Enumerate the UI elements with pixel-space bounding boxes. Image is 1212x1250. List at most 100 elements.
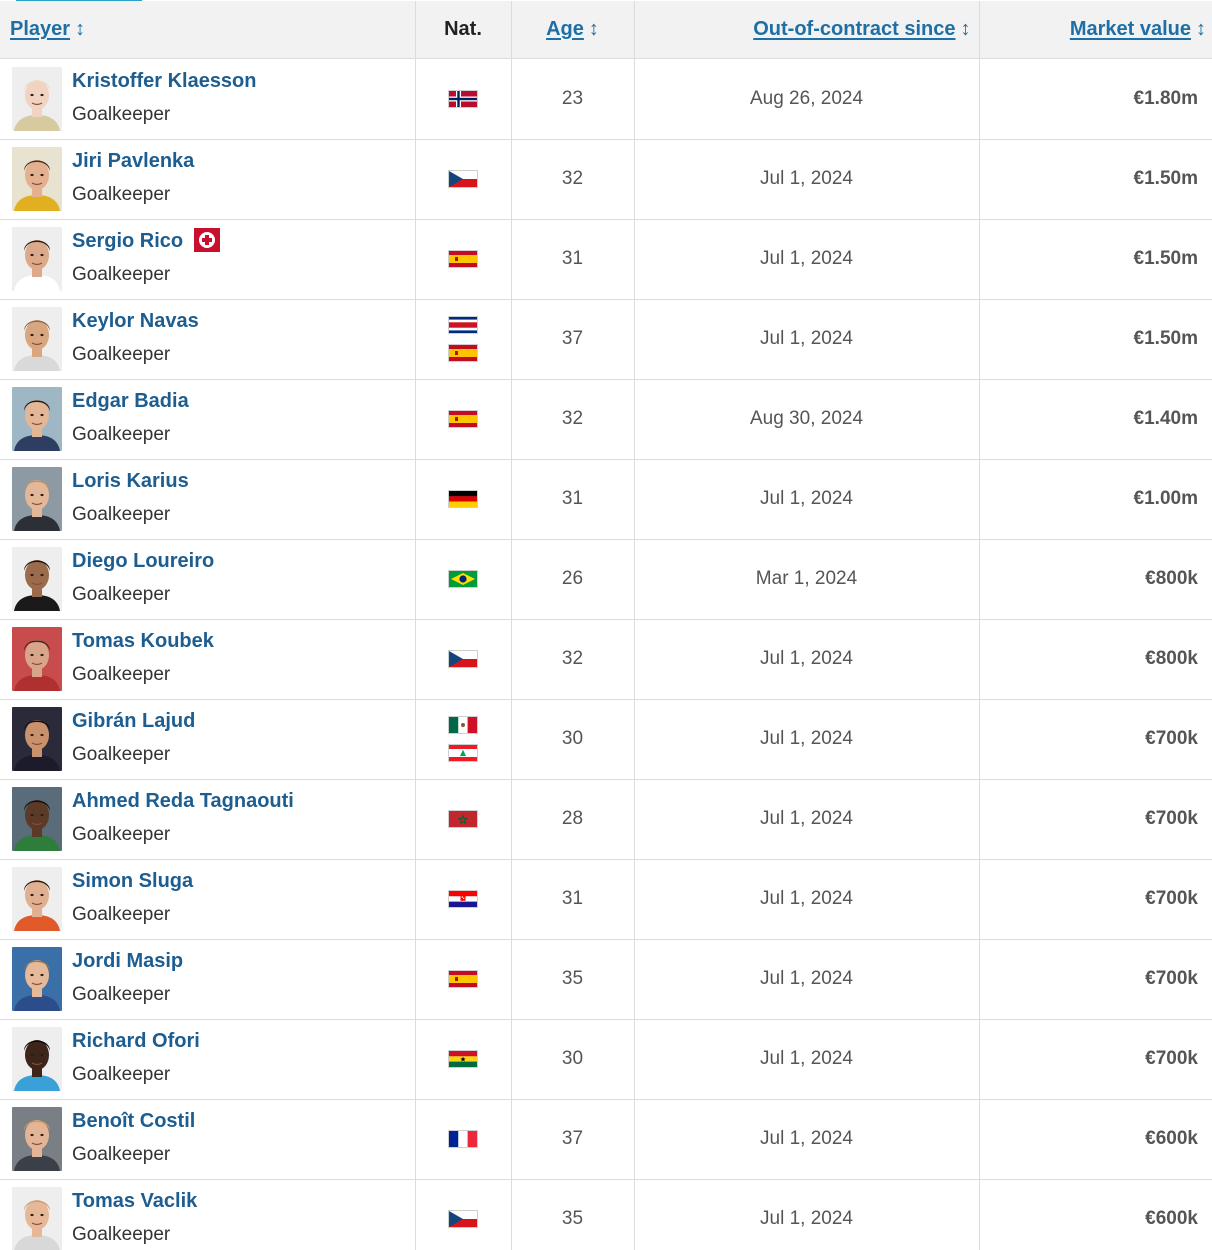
table-row: Edgar Badia Goalkeeper 32 Aug 30, 2024 €… bbox=[0, 378, 1212, 460]
player-cell: Simon Sluga Goalkeeper bbox=[0, 858, 416, 940]
player-photo[interactable] bbox=[12, 307, 62, 371]
spain-flag-icon bbox=[448, 250, 478, 268]
player-name-link[interactable]: Tomas Vaclik bbox=[72, 1190, 198, 1212]
player-photo[interactable] bbox=[12, 787, 62, 851]
player-photo[interactable] bbox=[12, 387, 62, 451]
player-position: Goalkeeper bbox=[72, 344, 171, 365]
player-photo[interactable] bbox=[12, 1027, 62, 1091]
table-row: Kristoffer Klaesson Goalkeeper 23 Aug 26… bbox=[0, 57, 1212, 140]
market-value-cell: €1.40m bbox=[978, 378, 1212, 460]
column-header-age: Age ↕ bbox=[510, 1, 635, 59]
player-name-link[interactable]: Jiri Pavlenka bbox=[72, 150, 195, 172]
table-header-row: Player ↕ Nat. Age ↕ Out-of-contract since ↕… bbox=[0, 1, 1212, 59]
sort-icon[interactable]: ↕ bbox=[588, 17, 599, 40]
player-photo[interactable] bbox=[12, 227, 62, 291]
out-of-contract-cell: Jul 1, 2024 bbox=[633, 698, 980, 780]
out-of-contract-cell: Jul 1, 2024 bbox=[633, 138, 980, 220]
table-row: Sergio Rico Goalkeeper 31 Jul 1, 2024 €1… bbox=[0, 218, 1212, 300]
player-photo[interactable] bbox=[12, 627, 62, 691]
czech-flag-icon bbox=[448, 1210, 478, 1228]
nationality-cell bbox=[414, 538, 512, 620]
column-header-since: Out-of-contract since ↕ bbox=[633, 1, 980, 59]
spain-flag-icon bbox=[448, 410, 478, 428]
croatia-flag-icon bbox=[448, 890, 478, 908]
player-cell: Loris Karius Goalkeeper bbox=[0, 458, 416, 540]
sort-icon[interactable]: ↕ bbox=[75, 17, 86, 40]
sort-icon[interactable]: ↕ bbox=[1196, 17, 1206, 40]
table-row: Tomas Vaclik Goalkeeper 35 Jul 1, 2024 €… bbox=[0, 1178, 1212, 1250]
player-cell: Benoît Costil Goalkeeper bbox=[0, 1098, 416, 1180]
player-photo[interactable] bbox=[12, 147, 62, 211]
player-photo[interactable] bbox=[12, 707, 62, 771]
age-cell: 32 bbox=[510, 618, 635, 700]
player-position: Goalkeeper bbox=[72, 744, 171, 765]
norway-flag-icon bbox=[448, 89, 478, 108]
player-cell: Tomas Koubek Goalkeeper bbox=[0, 618, 416, 700]
age-cell: 31 bbox=[510, 458, 635, 540]
out-of-contract-cell: Jul 1, 2024 bbox=[633, 1018, 980, 1100]
age-cell: 28 bbox=[510, 778, 635, 860]
spain-flag-icon bbox=[448, 344, 478, 362]
out-of-contract-cell: Jul 1, 2024 bbox=[633, 1178, 980, 1250]
player-photo[interactable] bbox=[12, 947, 62, 1011]
player-cell: Keylor Navas Goalkeeper bbox=[0, 298, 416, 380]
nationality-cell bbox=[414, 938, 512, 1020]
player-photo[interactable] bbox=[12, 66, 62, 131]
age-cell: 35 bbox=[510, 938, 635, 1020]
player-name-link[interactable]: Ahmed Reda Tagnaouti bbox=[72, 790, 294, 812]
player-name-link[interactable]: Jordi Masip bbox=[72, 950, 184, 972]
out-of-contract-cell: Jul 1, 2024 bbox=[633, 458, 980, 540]
player-name-link[interactable]: Edgar Badia bbox=[72, 390, 189, 412]
nationality-cell bbox=[414, 1018, 512, 1100]
market-value-cell: €1.00m bbox=[978, 458, 1212, 540]
player-cell: Ahmed Reda Tagnaouti Goalkeeper bbox=[0, 778, 416, 860]
sort-icon[interactable]: ↕ bbox=[960, 17, 971, 40]
nationality-cell bbox=[414, 778, 512, 860]
nationality-cell bbox=[414, 1178, 512, 1250]
age-cell: 35 bbox=[510, 1178, 635, 1250]
age-cell: 30 bbox=[510, 1018, 635, 1100]
france-flag-icon bbox=[448, 1130, 478, 1148]
column-header-player: Player ↕ bbox=[0, 1, 416, 59]
age-cell: 31 bbox=[510, 218, 635, 300]
spain-flag-icon bbox=[448, 970, 478, 988]
age-cell: 26 bbox=[510, 538, 635, 620]
player-name-link[interactable]: Sergio Rico bbox=[72, 230, 184, 252]
player-name-link[interactable]: Diego Loureiro bbox=[72, 550, 215, 572]
nationality-cell bbox=[414, 858, 512, 940]
market-value-cell: €600k bbox=[978, 1098, 1212, 1180]
player-cell: Diego Loureiro Goalkeeper bbox=[0, 538, 416, 620]
out-of-contract-cell: Jul 1, 2024 bbox=[633, 778, 980, 860]
player-name-link[interactable]: Gibrán Lajud bbox=[72, 710, 196, 732]
player-name-link[interactable]: Keylor Navas bbox=[72, 310, 199, 332]
player-photo[interactable] bbox=[12, 467, 62, 531]
nationality-cell bbox=[414, 378, 512, 460]
market-value-cell: €700k bbox=[978, 938, 1212, 1020]
player-name-link[interactable]: Benoît Costil bbox=[72, 1110, 196, 1132]
player-photo[interactable] bbox=[12, 867, 62, 931]
player-position: Goalkeeper bbox=[72, 584, 171, 605]
player-photo[interactable] bbox=[12, 1187, 62, 1250]
out-of-contract-cell: Aug 26, 2024 bbox=[633, 57, 980, 140]
player-name-link[interactable]: Tomas Koubek bbox=[72, 630, 214, 652]
player-position: Goalkeeper bbox=[72, 264, 171, 285]
player-name-link[interactable]: Kristoffer Klaesson bbox=[72, 69, 257, 92]
player-position: Goalkeeper bbox=[72, 504, 171, 525]
player-cell: Sergio Rico Goalkeeper bbox=[0, 218, 416, 300]
sort-value-link[interactable]: Market value bbox=[1069, 17, 1191, 40]
sort-player-link[interactable]: Player bbox=[10, 17, 71, 40]
player-position: Goalkeeper bbox=[72, 824, 171, 845]
player-position: Goalkeeper bbox=[72, 904, 171, 925]
player-photo[interactable] bbox=[12, 1107, 62, 1171]
player-name-link[interactable]: Simon Sluga bbox=[72, 870, 194, 892]
player-cell: Gibrán Lajud Goalkeeper bbox=[0, 698, 416, 780]
sort-age-link[interactable]: Age bbox=[546, 17, 584, 40]
nationality-cell bbox=[414, 1098, 512, 1180]
age-cell: 37 bbox=[510, 298, 635, 380]
player-photo[interactable] bbox=[12, 547, 62, 611]
player-name-link[interactable]: Loris Karius bbox=[72, 470, 189, 492]
sort-since-link[interactable]: Out-of-contract since bbox=[753, 17, 956, 40]
mexico-flag-icon bbox=[448, 716, 478, 734]
player-name-link[interactable]: Richard Ofori bbox=[72, 1030, 200, 1052]
injury-icon[interactable] bbox=[194, 227, 221, 252]
